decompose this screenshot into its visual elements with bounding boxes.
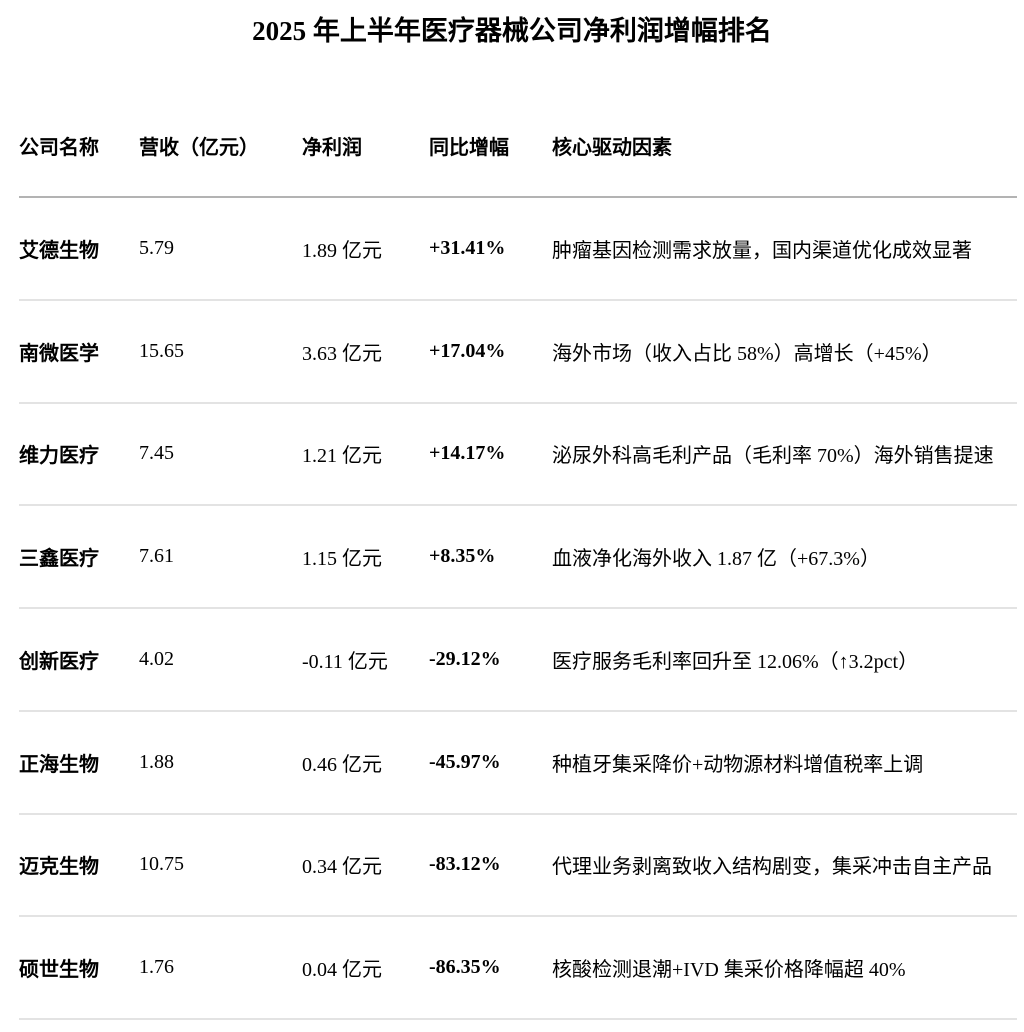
net-profit-cell: 0.46 亿元 xyxy=(302,753,382,776)
net-profit-cell: 0.04 亿元 xyxy=(302,959,382,982)
net-profit-cell: 0.34 亿元 xyxy=(302,856,382,879)
table-row: 迈克生物 10.75 0.34 亿元 -83.12% 代理业务剥离致收入结构剧变… xyxy=(19,815,1017,918)
net-profit-cell: -0.11 亿元 xyxy=(302,650,388,673)
yoy-growth-cell: -29.12% xyxy=(429,647,501,670)
table-row: 三鑫医疗 7.61 1.15 亿元 +8.35% 血液净化海外收入 1.87 亿… xyxy=(19,506,1017,609)
driver-cell: 医疗服务毛利率回升至 12.06%（↑3.2pct） xyxy=(552,650,919,673)
driver-cell: 血液净化海外收入 1.87 亿（+67.3%） xyxy=(552,548,880,571)
driver-cell: 核酸检测退潮+IVD 集采价格降幅超 40% xyxy=(552,959,906,982)
driver-cell: 肿瘤基因检测需求放量，国内渠道优化成效显著 xyxy=(552,239,972,262)
driver-cell: 泌尿外科高毛利产品（毛利率 70%）海外销售提速 xyxy=(552,445,994,468)
company-cell: 三鑫医疗 xyxy=(19,548,99,571)
company-cell: 南微医学 xyxy=(19,342,99,365)
driver-cell: 海外市场（收入占比 58%）高增长（+45%） xyxy=(552,342,942,365)
company-cell: 维力医疗 xyxy=(19,445,99,468)
company-cell: 硕世生物 xyxy=(19,959,99,982)
table-row: 维力医疗 7.45 1.21 亿元 +14.17% 泌尿外科高毛利产品（毛利率 … xyxy=(19,404,1017,507)
revenue-cell: 15.65 xyxy=(139,339,184,362)
company-cell: 迈克生物 xyxy=(19,856,99,879)
yoy-growth-cell: -83.12% xyxy=(429,853,501,876)
header-net-profit: 净利润 xyxy=(302,137,362,159)
net-profit-cell: 3.63 亿元 xyxy=(302,342,382,365)
header-driver: 核心驱动因素 xyxy=(552,137,672,159)
table-header-row: 公司名称 营收（亿元） 净利润 同比增幅 核心驱动因素 xyxy=(19,95,1017,198)
header-yoy-growth: 同比增幅 xyxy=(429,137,509,159)
driver-cell: 种植牙集采降价+动物源材料增值税率上调 xyxy=(552,753,924,776)
table-row: 硕世生物 1.76 0.04 亿元 -86.35% 核酸检测退潮+IVD 集采价… xyxy=(19,917,1017,1020)
revenue-cell: 7.61 xyxy=(139,545,174,568)
revenue-cell: 4.02 xyxy=(139,647,174,670)
company-cell: 艾德生物 xyxy=(19,239,99,262)
table-row: 正海生物 1.88 0.46 亿元 -45.97% 种植牙集采降价+动物源材料增… xyxy=(19,712,1017,815)
net-profit-cell: 1.15 亿元 xyxy=(302,548,382,571)
yoy-growth-cell: +17.04% xyxy=(429,339,506,362)
revenue-cell: 1.76 xyxy=(139,956,174,979)
table-row: 南微医学 15.65 3.63 亿元 +17.04% 海外市场（收入占比 58%… xyxy=(19,301,1017,404)
net-profit-cell: 1.21 亿元 xyxy=(302,445,382,468)
revenue-cell: 1.88 xyxy=(139,750,174,773)
header-company: 公司名称 xyxy=(19,137,99,159)
yoy-growth-cell: +14.17% xyxy=(429,442,506,465)
header-revenue: 营收（亿元） xyxy=(139,137,259,159)
yoy-growth-cell: +8.35% xyxy=(429,545,496,568)
table-row: 创新医疗 4.02 -0.11 亿元 -29.12% 医疗服务毛利率回升至 12… xyxy=(19,609,1017,712)
ranking-table: 公司名称 营收（亿元） 净利润 同比增幅 核心驱动因素 艾德生物 5.79 1.… xyxy=(19,95,1017,1020)
yoy-growth-cell: +31.41% xyxy=(429,236,506,259)
revenue-cell: 5.79 xyxy=(139,236,174,259)
revenue-cell: 7.45 xyxy=(139,442,174,465)
yoy-growth-cell: -45.97% xyxy=(429,750,501,773)
net-profit-cell: 1.89 亿元 xyxy=(302,239,382,262)
revenue-cell: 10.75 xyxy=(139,853,184,876)
company-cell: 创新医疗 xyxy=(19,650,99,673)
table-row: 艾德生物 5.79 1.89 亿元 +31.41% 肿瘤基因检测需求放量，国内渠… xyxy=(19,198,1017,301)
yoy-growth-cell: -86.35% xyxy=(429,956,501,979)
company-cell: 正海生物 xyxy=(19,753,99,776)
driver-cell: 代理业务剥离致收入结构剧变，集采冲击自主产品 xyxy=(552,856,992,879)
page-title: 2025 年上半年医疗器械公司净利润增幅排名 xyxy=(252,16,772,46)
